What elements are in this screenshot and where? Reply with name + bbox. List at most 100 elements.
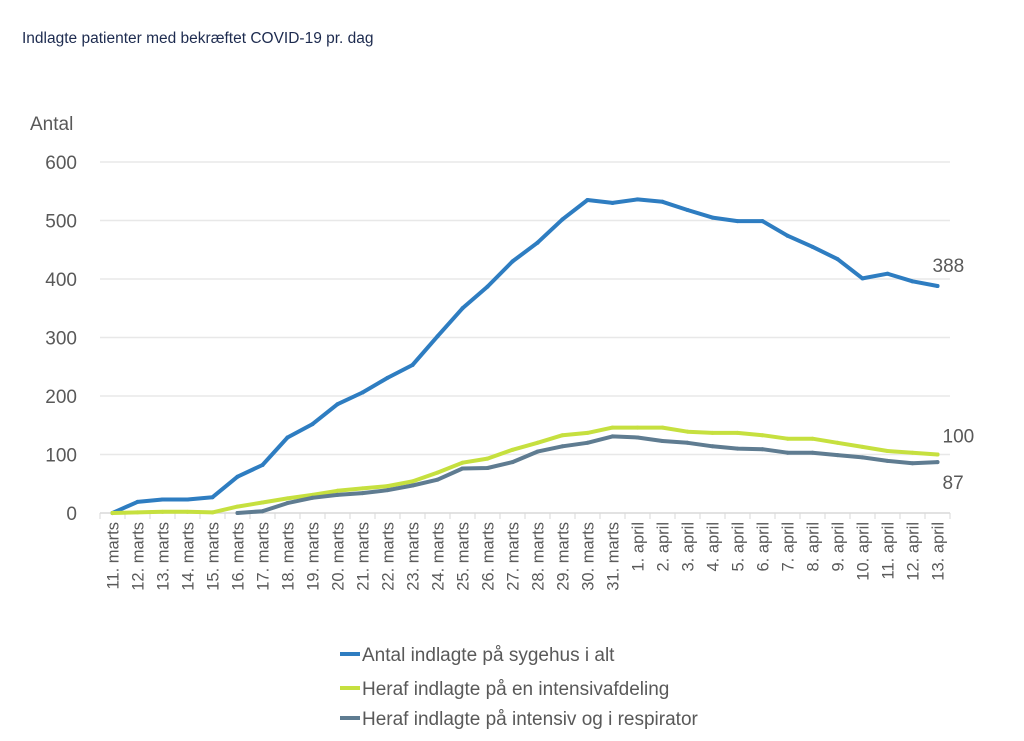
data-point	[735, 219, 740, 224]
data-point	[285, 496, 290, 501]
chart-title: Indlagte patienter med bekræftet COVID-1…	[22, 30, 374, 47]
data-point	[710, 444, 715, 449]
x-tick-label: 21. marts	[355, 522, 373, 591]
data-point	[510, 460, 515, 465]
data-point	[535, 440, 540, 445]
data-point	[435, 477, 440, 482]
end-label: 100	[943, 427, 975, 448]
y-tick-label: 100	[45, 446, 77, 467]
data-point	[335, 492, 340, 497]
x-tick-label: 5. april	[730, 522, 748, 572]
data-point	[260, 509, 265, 514]
x-tick-label: 30. marts	[580, 522, 598, 591]
data-point	[585, 198, 590, 203]
data-point	[460, 460, 465, 465]
x-tick-label: 11. marts	[105, 522, 123, 590]
data-point	[135, 499, 140, 504]
data-point	[360, 486, 365, 491]
x-tick-label: 22. marts	[380, 522, 398, 591]
data-point	[735, 446, 740, 451]
data-point	[635, 425, 640, 430]
y-tick-label: 600	[45, 153, 77, 174]
data-point	[660, 425, 665, 430]
series-line	[235, 434, 940, 515]
y-tick-label: 500	[45, 212, 77, 233]
y-tick-label: 400	[45, 270, 77, 291]
x-tick-label: 8. april	[805, 522, 823, 572]
data-point	[560, 444, 565, 449]
data-point	[260, 463, 265, 468]
legend-entry: Heraf indlagte på intensiv og i respirat…	[362, 709, 699, 730]
x-tick-label: 23. marts	[405, 522, 423, 591]
series-line	[110, 197, 940, 515]
data-point	[860, 455, 865, 460]
data-point	[485, 465, 490, 470]
end-labels: 388 100 87	[933, 256, 975, 494]
x-tick-label: 4. april	[705, 522, 723, 572]
data-point	[785, 436, 790, 441]
data-point	[685, 207, 690, 212]
data-point	[210, 510, 215, 515]
data-point	[485, 284, 490, 289]
data-point	[560, 433, 565, 438]
x-tick-label: 13. april	[930, 522, 948, 581]
data-point	[635, 435, 640, 440]
x-tick-label: 10. april	[855, 522, 873, 581]
data-point	[385, 484, 390, 489]
series-lines	[110, 197, 940, 515]
x-tick-label: 12. april	[905, 522, 923, 581]
x-tick-label: 17. marts	[255, 522, 273, 591]
x-tick-label: 20. marts	[330, 522, 348, 591]
x-tick-label: 12. marts	[130, 522, 148, 591]
data-point	[710, 430, 715, 435]
data-point	[235, 474, 240, 479]
data-point	[910, 279, 915, 284]
data-point	[585, 430, 590, 435]
data-point	[335, 488, 340, 493]
x-tick-label: 29. marts	[555, 522, 573, 591]
data-point	[935, 284, 940, 289]
y-axis-label: Antal	[30, 114, 73, 135]
legend: Antal indlagte på sygehus i alt Heraf ind…	[340, 645, 699, 730]
series-line	[110, 425, 940, 515]
data-point	[910, 461, 915, 466]
data-point	[210, 495, 215, 500]
data-point	[185, 509, 190, 514]
data-point	[910, 450, 915, 455]
data-point	[310, 422, 315, 427]
legend-entry: Antal indlagte på sygehus i alt	[362, 645, 615, 666]
x-tick-label: 26. marts	[480, 522, 498, 591]
x-tick-label: 31. marts	[605, 522, 623, 591]
y-tick-label: 0	[66, 504, 77, 525]
data-point	[360, 390, 365, 395]
data-point	[310, 495, 315, 500]
data-point	[135, 510, 140, 515]
data-point	[385, 375, 390, 380]
data-point	[460, 306, 465, 311]
x-tick-label: 24. marts	[430, 522, 448, 591]
data-point	[510, 447, 515, 452]
x-tick-label: 9. april	[830, 522, 848, 572]
data-point	[810, 450, 815, 455]
data-point	[860, 276, 865, 281]
data-point	[710, 215, 715, 220]
data-point	[635, 197, 640, 202]
data-point	[810, 436, 815, 441]
data-point	[785, 233, 790, 238]
data-point	[410, 479, 415, 484]
data-point	[660, 439, 665, 444]
data-point	[835, 257, 840, 262]
data-point	[260, 500, 265, 505]
data-point	[185, 497, 190, 502]
data-point	[935, 452, 940, 457]
x-tick-label: 15. marts	[205, 522, 223, 591]
end-label: 388	[933, 256, 965, 277]
x-tick-label: 27. marts	[505, 522, 523, 591]
data-point	[560, 217, 565, 222]
data-point	[485, 456, 490, 461]
data-point	[285, 501, 290, 506]
x-tick-label: 2. april	[655, 522, 673, 572]
data-point	[610, 434, 615, 439]
x-tick-label: 19. marts	[305, 522, 323, 591]
data-point	[610, 425, 615, 430]
